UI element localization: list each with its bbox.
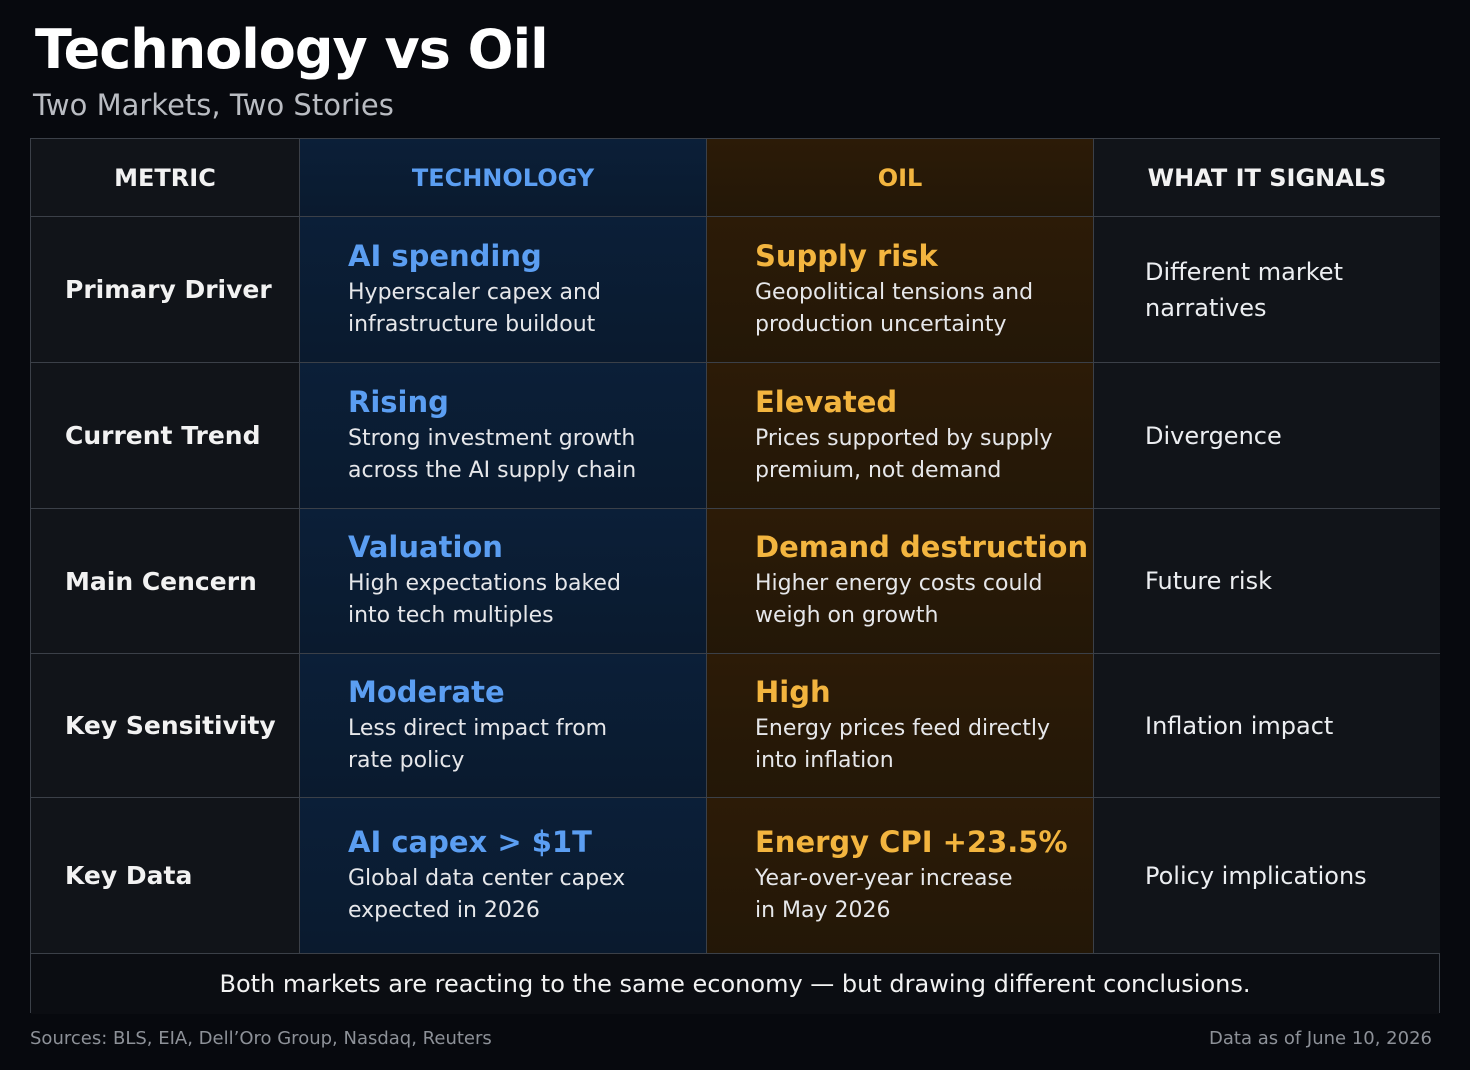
signal-cell: Policy implications <box>1094 798 1440 954</box>
detail-line: Strong investment growth <box>348 425 636 451</box>
metric-label: Key Data <box>31 798 300 954</box>
headline: Elevated <box>755 384 898 419</box>
detail-line: weigh on growth <box>755 603 939 628</box>
headline: Supply risk <box>755 238 938 273</box>
technology-cell: Rising Strong investment growth across the… <box>300 363 707 509</box>
column-header: WHAT IT SIGNALS <box>1094 139 1440 217</box>
detail-line: Hyperscaler capex and <box>348 279 601 305</box>
column-header: METRIC <box>31 139 300 217</box>
signal-line: Policy implications <box>1145 861 1367 890</box>
metric-label: Primary Driver <box>31 217 300 363</box>
detail-line: across the AI supply chain <box>348 457 637 483</box>
detail-line: premium, not demand <box>755 457 1002 483</box>
detail-line: Prices supported by supply <box>755 425 1053 451</box>
headline: Valuation <box>348 530 503 564</box>
note: Both markets are reacting to the same ec… <box>31 954 1439 1014</box>
detail-line: High expectations baked <box>348 571 621 596</box>
detail-line: into tech multiples <box>348 603 554 628</box>
detail-line: rate policy <box>348 747 465 773</box>
headline: Demand destruction <box>755 530 1089 564</box>
column-header: OIL <box>707 139 1094 217</box>
detail-line: expected in 2026 <box>348 897 540 923</box>
headline: Energy CPI +23.5% <box>755 824 1068 859</box>
technology-cell: Moderate Less direct impact from rate poli… <box>300 654 707 798</box>
metric-label: Key Sensitivity <box>31 654 300 798</box>
detail-line: Energy prices feed directly <box>755 715 1051 741</box>
detail-line: infrastructure buildout <box>348 311 596 337</box>
oil-cell: Energy CPI +23.5% Year-over-year increase… <box>707 798 1094 954</box>
signal-cell: Divergence <box>1094 363 1440 509</box>
sources: Sources: BLS, EIA, Dell’Oro Group, Nasda… <box>30 1028 492 1049</box>
column-header: TECHNOLOGY <box>300 139 707 217</box>
oil-cell: Demand destruction Higher energy costs co… <box>707 509 1094 654</box>
metric-label: Main Cencern <box>31 509 300 654</box>
oil-cell: Elevated Prices supported by supply premiu… <box>707 363 1094 509</box>
signal-cell: Different market narratives <box>1094 217 1440 363</box>
detail-line: into inflation <box>755 747 894 773</box>
technology-cell: Valuation High expectations baked into tec… <box>300 509 707 654</box>
signal-line: Inflation impact <box>1145 711 1334 740</box>
signal-line: Divergence <box>1145 421 1282 450</box>
technology-cell: AI spending Hyperscaler capex and infrastr… <box>300 217 707 363</box>
subtitle: Two Markets, Two Stories <box>33 88 394 122</box>
detail-line: Year-over-year increase <box>755 865 1013 891</box>
detail-line: Global data center capex <box>348 865 626 891</box>
headline: Moderate <box>348 674 505 709</box>
date: Data as of June 10, 2026 <box>1209 1028 1432 1049</box>
technology-cell: AI capex > $1T Global data center capex ex… <box>300 798 707 954</box>
signal-cell: Future risk <box>1094 509 1440 654</box>
title: Technology vs Oil <box>35 18 549 81</box>
metric-label: Current Trend <box>31 363 300 509</box>
headline: AI spending <box>348 238 542 273</box>
signal-line: Future risk <box>1145 567 1272 595</box>
signal-line: Different market <box>1145 257 1343 286</box>
oil-cell: High Energy prices feed directly into infl… <box>707 654 1094 798</box>
headline: Rising <box>348 384 449 419</box>
detail-line: Less direct impact from <box>348 715 608 741</box>
headline: AI capex > $1T <box>348 824 592 859</box>
detail-line: production uncertainty <box>755 311 1007 337</box>
comparison-table: METRIC TECHNOLOGY OIL WHAT IT SIGNALS Primar… <box>30 138 1440 1014</box>
detail-line: Geopolitical tensions and <box>755 279 1034 305</box>
detail-line: Higher energy costs could <box>755 571 1043 596</box>
signal-line: narratives <box>1145 293 1267 322</box>
headline: High <box>755 674 831 709</box>
signal-cell: Inflation impact <box>1094 654 1440 798</box>
oil-cell: Supply risk Geopolitical tensions and prod… <box>707 217 1094 363</box>
detail-line: in May 2026 <box>755 897 891 923</box>
